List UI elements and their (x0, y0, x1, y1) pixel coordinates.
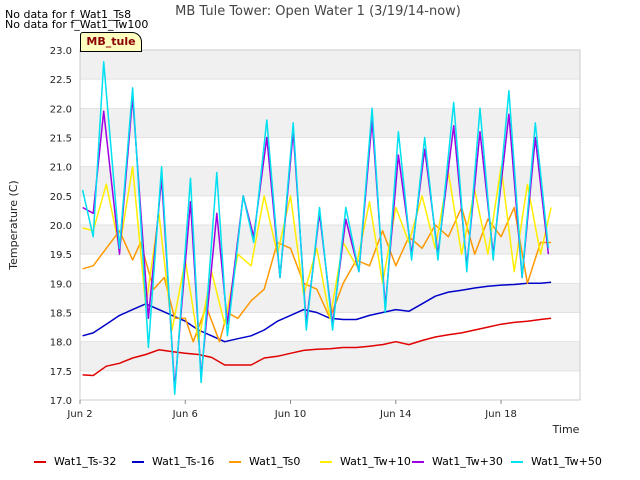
legend-label: Wat1_Ts-16 (152, 455, 215, 468)
legend-item: Wat1_Tw+50 (511, 455, 602, 468)
legend-swatch (34, 461, 46, 463)
legend-label: Wat1_Tw+30 (432, 455, 503, 468)
no-data-note-tw100: No data for f_Wat1_Tw100 (5, 18, 149, 31)
grid-band (80, 166, 580, 196)
no-data-note-ts8: No data for f_Wat1_Ts8 (5, 8, 132, 21)
legend-item: Wat1_Ts0 (229, 455, 300, 468)
grid-band (80, 50, 580, 80)
legend-swatch (229, 461, 241, 463)
y-tick-label: 23.0 (50, 46, 72, 57)
legend-label: Wat1_Tw+10 (340, 455, 411, 468)
y-tick-label: 20.0 (50, 221, 72, 232)
legend-swatch (132, 461, 144, 463)
grid-band (80, 341, 580, 371)
legend-label: Wat1_Ts0 (249, 455, 301, 468)
legend-swatch (511, 461, 523, 463)
x-tick-label: Jun 6 (172, 409, 198, 420)
series-line-Wat1_Ts-16 (82, 281, 552, 343)
y-tick-label: 20.5 (50, 192, 72, 203)
y-tick-label: 19.5 (50, 250, 72, 261)
legend-item: Wat1_Tw+10 (320, 455, 411, 468)
legend-item: Wat1_Ts-16 (132, 455, 214, 468)
y-tick-label: 17.0 (50, 396, 72, 407)
y-tick-label: 17.5 (50, 367, 72, 378)
y-tick-label: 19.0 (50, 279, 72, 290)
legend-label: Wat1_Tw+50 (531, 455, 602, 468)
series-line-Wat1_Ts-32 (82, 317, 552, 377)
y-tick-label: 21.0 (50, 163, 72, 174)
legend-label: Wat1_Ts-32 (54, 455, 117, 468)
grid-band (80, 108, 580, 138)
x-tick-label: Jun 18 (484, 409, 517, 420)
y-axis-label: Temperature (C) (7, 180, 20, 270)
y-tick-label: 22.5 (50, 75, 72, 86)
x-tick-label: Jun 2 (66, 409, 92, 420)
y-tick-label: 21.5 (50, 134, 72, 145)
y-tick-label: 22.0 (50, 104, 72, 115)
y-tick-label: 18.5 (50, 309, 72, 320)
chart-title: MB Tule Tower: Open Water 1 (3/19/14-now… (175, 4, 461, 19)
y-tick-label: 18.0 (50, 338, 72, 349)
legend-swatch (320, 461, 332, 463)
site-badge: MB_tule (80, 32, 142, 52)
x-tick-label: Jun 14 (379, 409, 412, 420)
legend: Wat1_Ts-32 Wat1_Ts-16 Wat1_Ts0 Wat1_Tw+10 Wa… (0, 455, 640, 469)
plot-frame (79, 49, 581, 401)
legend-swatch (412, 461, 424, 463)
series-line-Wat1_Tw+50 (81, 60, 550, 395)
legend-item: Wat1_Ts-32 (34, 455, 116, 468)
x-tick-label: Jun 10 (274, 409, 307, 420)
x-axis-label: Time (552, 423, 580, 436)
legend-item: Wat1_Tw+30 (412, 455, 503, 468)
